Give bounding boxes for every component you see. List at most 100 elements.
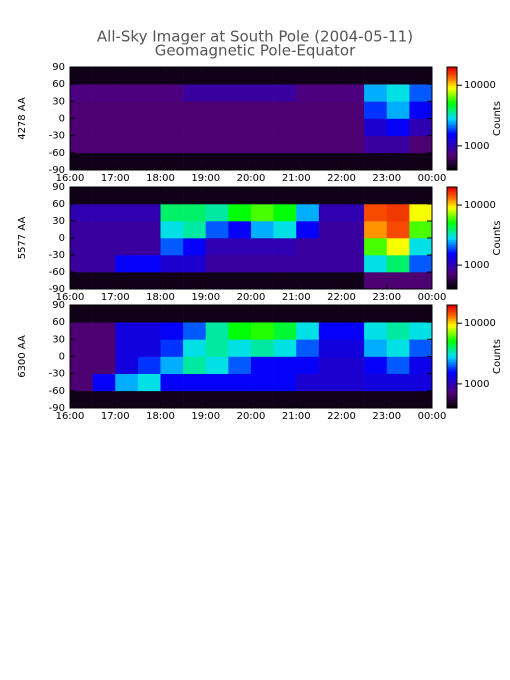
heatmap-cell (273, 135, 297, 154)
colorbar-segment (447, 282, 457, 285)
colorbar-segment (447, 166, 457, 169)
heatmap-cell (228, 356, 252, 374)
colorbar-segment (447, 193, 457, 196)
heatmap-cell (296, 221, 320, 239)
heatmap-cell (70, 339, 93, 357)
heatmap-cell (228, 204, 252, 222)
heatmap-cell (183, 221, 207, 239)
colorbar-segment (447, 151, 457, 154)
heatmap-cell (409, 221, 433, 239)
heatmap-cell (273, 305, 297, 323)
x-tick-label: 23:00 (372, 173, 401, 184)
x-tick-label: 18:00 (146, 292, 175, 303)
y-tick-label: -30 (49, 131, 65, 142)
heatmap-cell (386, 118, 410, 136)
heatmap-cell (228, 135, 252, 154)
heatmap-cell (183, 118, 207, 136)
colorbar-segment (447, 265, 457, 268)
heatmap-cell (318, 339, 342, 357)
heatmap-cell (92, 118, 116, 136)
colorbar-segment (447, 315, 457, 318)
heatmap-cell (115, 221, 139, 239)
heatmap-cell (341, 305, 365, 323)
colorbar-segment (447, 325, 457, 328)
colorbar-segment (447, 244, 457, 247)
heatmap-cell (364, 187, 388, 205)
heatmap-cell (205, 356, 229, 374)
colorbar-label: Counts (492, 221, 503, 256)
heatmap-cell (228, 390, 252, 409)
colorbar-segment (447, 68, 457, 71)
heatmap-cell (183, 204, 207, 222)
colorbar-segment (447, 130, 457, 133)
heatmap-cell (205, 255, 229, 273)
y-tick-label: -90 (49, 165, 65, 176)
heatmap-cell (137, 272, 161, 290)
heatmap-cell (409, 187, 433, 205)
heatmap-cell (296, 101, 320, 119)
colorbar-tick-label: 10000 (464, 80, 496, 91)
colorbar-segment (447, 125, 457, 128)
heatmap-cell (70, 305, 93, 323)
heatmap-cell (318, 204, 342, 222)
colorbar-segment (447, 168, 457, 171)
y-axis-label: 5577 AA (17, 217, 28, 260)
heatmap-cell (364, 204, 388, 222)
heatmap-cell (160, 356, 184, 374)
colorbar-segment (447, 330, 457, 333)
colorbar-segment (447, 121, 457, 124)
x-tick-label: 20:00 (237, 292, 266, 303)
colorbar-segment (447, 256, 457, 259)
colorbar-segment (447, 224, 457, 227)
heatmap-cell (341, 152, 365, 171)
colorbar-segment (447, 111, 457, 114)
colorbar-segment (447, 163, 457, 166)
x-tick-label: 22:00 (327, 292, 356, 303)
heatmap-cell (115, 356, 139, 374)
heatmap-cell (92, 135, 116, 154)
colorbar-segment (447, 366, 457, 369)
heatmap-cell (341, 204, 365, 222)
colorbar-segment (447, 258, 457, 261)
colorbar-segment (447, 335, 457, 338)
y-tick-label: 30 (52, 216, 65, 227)
x-tick-label: 21:00 (282, 411, 311, 422)
heatmap-cell (273, 390, 297, 409)
heatmap-cell (251, 373, 274, 392)
heatmap-cell (205, 84, 229, 102)
heatmap-cell (70, 187, 93, 205)
x-tick-label: 21:00 (282, 292, 311, 303)
colorbar-frame (446, 66, 458, 171)
colorbar-segment (447, 219, 457, 222)
heatmap-cell (386, 187, 410, 205)
heatmap-cell (115, 322, 139, 340)
heatmap-cell (409, 101, 433, 119)
heatmap-cell (273, 322, 297, 340)
colorbar-segment (447, 106, 457, 109)
heatmap-cell (273, 187, 297, 205)
heatmap-cell (70, 84, 93, 102)
heatmap-cell (183, 272, 207, 290)
heatmap-cell (205, 152, 229, 171)
colorbar-tick-label: 1000 (464, 260, 489, 271)
heatmap-cell (92, 84, 116, 102)
colorbar-segment (447, 375, 457, 378)
heatmap-cell (70, 152, 93, 171)
heatmap-cell (409, 373, 433, 392)
colorbar-segment (447, 334, 457, 337)
heatmap-cell (296, 255, 320, 273)
y-tick-label: 0 (59, 114, 65, 125)
heatmap-cell (115, 187, 139, 205)
colorbar-segment (447, 285, 457, 288)
colorbar-segment (447, 354, 457, 357)
colorbar-segment (447, 385, 457, 388)
heatmap-cell (273, 84, 297, 102)
colorbar-segment (447, 287, 457, 290)
colorbar-segment (447, 149, 457, 152)
x-tick-label: 16:00 (56, 411, 85, 422)
heatmap-cell (183, 255, 207, 273)
heatmap-cell (160, 322, 184, 340)
colorbar-segment (447, 120, 457, 123)
heatmap-cell (273, 255, 297, 273)
heatmap-cell (364, 339, 388, 357)
